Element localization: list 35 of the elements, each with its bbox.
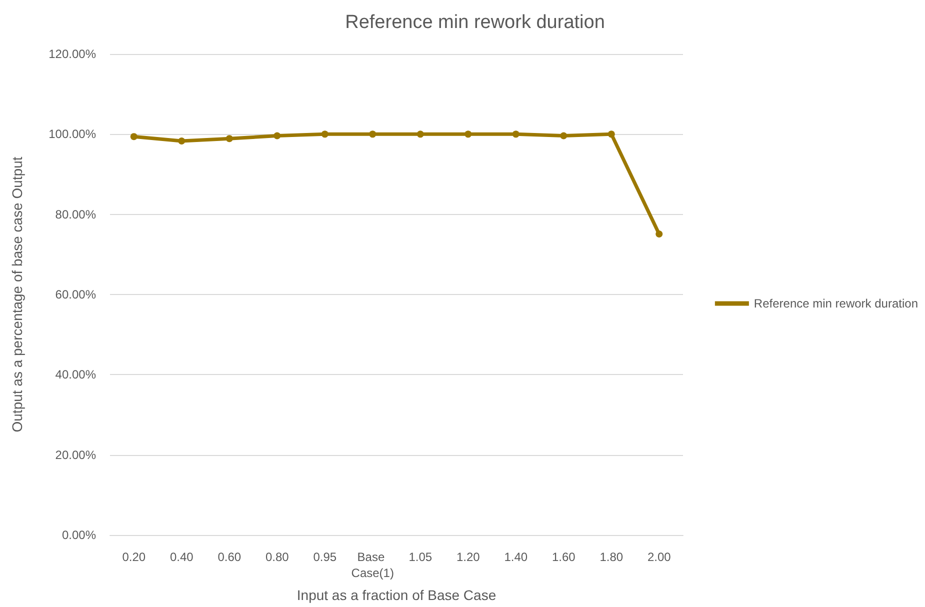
chart-title: Reference min rework duration xyxy=(345,12,605,33)
y-axis-title: Output as a percentage of base case Output xyxy=(9,156,25,432)
x-tick-label: 1.05 xyxy=(408,550,432,564)
x-tick-label: 2.00 xyxy=(647,550,672,564)
x-tick-label: 0.40 xyxy=(170,550,194,564)
point xyxy=(656,230,663,238)
x-tick-label: 1.40 xyxy=(504,550,528,564)
point xyxy=(226,135,233,142)
legend-label: Reference min rework duration xyxy=(754,296,918,310)
point xyxy=(274,132,281,140)
x-tick-label: 0.95 xyxy=(313,550,337,564)
point xyxy=(178,137,186,144)
point xyxy=(512,130,520,138)
y-tick-label: 60.00% xyxy=(55,288,96,302)
point xyxy=(130,133,138,140)
point xyxy=(416,130,424,138)
y-tick-label: 40.00% xyxy=(55,368,96,382)
point xyxy=(464,130,472,138)
point xyxy=(369,130,376,138)
point xyxy=(608,130,615,138)
x-tick-label: 0.80 xyxy=(265,550,290,564)
x-tick-label: 1.60 xyxy=(552,550,576,564)
x-axis-title: Input as a fraction of Base Case xyxy=(296,587,496,603)
y-tick-label: 120.00% xyxy=(48,47,96,61)
x-tick-label: 0.20 xyxy=(122,550,146,564)
point xyxy=(560,132,568,140)
y-tick-label: 0.00% xyxy=(62,528,96,542)
x-tick-label: 0.60 xyxy=(218,550,242,564)
x-tick-label: 1.80 xyxy=(600,550,624,564)
point xyxy=(321,130,328,138)
x-tick-label: 1.20 xyxy=(456,550,480,564)
y-tick-label: 20.00% xyxy=(55,448,96,462)
y-tick-label: 100.00% xyxy=(48,127,96,142)
y-tick-label: 80.00% xyxy=(55,207,96,222)
x-tick-label: Base Case(1) xyxy=(351,550,394,580)
